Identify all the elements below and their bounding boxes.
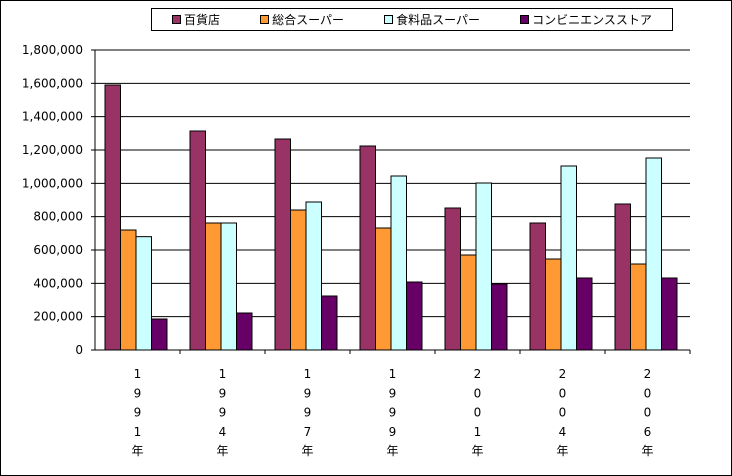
- x-tick-label: 0: [644, 406, 652, 420]
- y-tick-label: 800,000: [33, 210, 83, 224]
- x-tick-label: 2: [644, 367, 652, 381]
- bar-3: [151, 318, 168, 351]
- bar-2: [475, 182, 492, 351]
- legend-label: 百貨店: [184, 13, 221, 27]
- x-tick-label: 9: [134, 386, 142, 400]
- x-tick-label: 0: [644, 386, 652, 400]
- bar-0: [189, 130, 206, 351]
- x-tick-label: 1: [219, 367, 227, 381]
- x-tick-label: 2: [474, 367, 482, 381]
- bar-2: [135, 236, 152, 351]
- x-tick-label: 9: [219, 386, 227, 400]
- y-tick-label: 1,600,000: [22, 76, 83, 90]
- bar-0: [359, 145, 376, 351]
- y-tick-label: 400,000: [33, 276, 83, 290]
- bar-2: [560, 165, 577, 351]
- x-tick-label: 年: [216, 444, 228, 458]
- y-tick-label: 1,000,000: [22, 176, 83, 190]
- legend-item: 総合スーパー: [260, 11, 344, 28]
- bar-0: [104, 84, 121, 351]
- x-tick-label: 2: [559, 367, 567, 381]
- bar-3: [236, 312, 253, 351]
- x-tick-label: 9: [219, 406, 227, 420]
- bar-2: [220, 222, 237, 351]
- bar-0: [614, 203, 631, 351]
- legend-label: 総合スーパー: [272, 13, 345, 27]
- y-tick-label: 1,200,000: [22, 143, 83, 157]
- legend-item: 百貨店: [172, 11, 220, 28]
- x-tick-label: 年: [131, 444, 143, 458]
- bar-3: [661, 277, 678, 351]
- y-tick-label: 1,400,000: [22, 110, 83, 124]
- bar-0: [274, 138, 291, 351]
- x-tick-label: 0: [474, 406, 482, 420]
- legend-swatch: [260, 15, 270, 24]
- legend-label: コンビニエンスストア: [532, 13, 652, 27]
- x-tick-label: 7: [304, 425, 312, 439]
- y-tick-label: 200,000: [33, 310, 83, 324]
- legend-item: 食料品スーパー: [384, 11, 480, 28]
- legend-swatch: [384, 15, 394, 24]
- x-tick-label: 9: [389, 406, 397, 420]
- x-tick-label: 年: [471, 444, 483, 458]
- x-tick-label: 1: [134, 367, 142, 381]
- x-tick-label: 0: [559, 406, 567, 420]
- bar-1: [545, 258, 562, 351]
- legend-label: 食料品スーパー: [396, 13, 481, 27]
- bar-2: [390, 175, 407, 351]
- x-tick-label: 9: [304, 406, 312, 420]
- x-tick-label: 4: [559, 425, 567, 439]
- x-tick-label: 6: [644, 425, 652, 439]
- bar-2: [645, 157, 662, 351]
- x-tick-label: 4: [219, 425, 227, 439]
- bar-2: [305, 201, 322, 351]
- y-tick-label: 1,800,000: [22, 43, 83, 57]
- x-tick-label: 年: [556, 444, 568, 458]
- x-tick-label: 9: [389, 386, 397, 400]
- bar-3: [321, 295, 338, 351]
- legend: 百貨店 総合スーパー 食料品スーパー コンビニエンスストア: [151, 8, 673, 31]
- x-tick-label: 年: [301, 444, 313, 458]
- x-tick-label: 年: [386, 444, 398, 458]
- bar-1: [120, 229, 137, 351]
- legend-swatch: [172, 15, 182, 24]
- x-tick-label: 年: [641, 444, 653, 458]
- bar-1: [205, 222, 222, 351]
- bar-1: [375, 227, 392, 351]
- x-tick-label: 9: [304, 386, 312, 400]
- legend-item: コンビニエンスストア: [520, 11, 652, 28]
- bar-0: [529, 222, 546, 351]
- x-tick-label: 9: [134, 406, 142, 420]
- x-tick-label: 1: [304, 367, 312, 381]
- x-tick-label: 0: [559, 386, 567, 400]
- x-tick-label: 0: [474, 386, 482, 400]
- x-tick-label: 9: [389, 425, 397, 439]
- x-tick-label: 1: [474, 425, 482, 439]
- legend-swatch: [520, 15, 530, 24]
- bar-1: [630, 263, 647, 351]
- bar-3: [576, 277, 593, 351]
- bar-1: [290, 209, 307, 351]
- bar-3: [406, 281, 423, 351]
- y-tick-label: 600,000: [33, 243, 83, 257]
- y-tick-label: 0: [75, 343, 83, 357]
- bar-3: [491, 283, 508, 351]
- x-tick-label: 1: [134, 425, 142, 439]
- bar-0: [444, 207, 461, 351]
- bar-1: [460, 254, 477, 351]
- x-tick-label: 1: [389, 367, 397, 381]
